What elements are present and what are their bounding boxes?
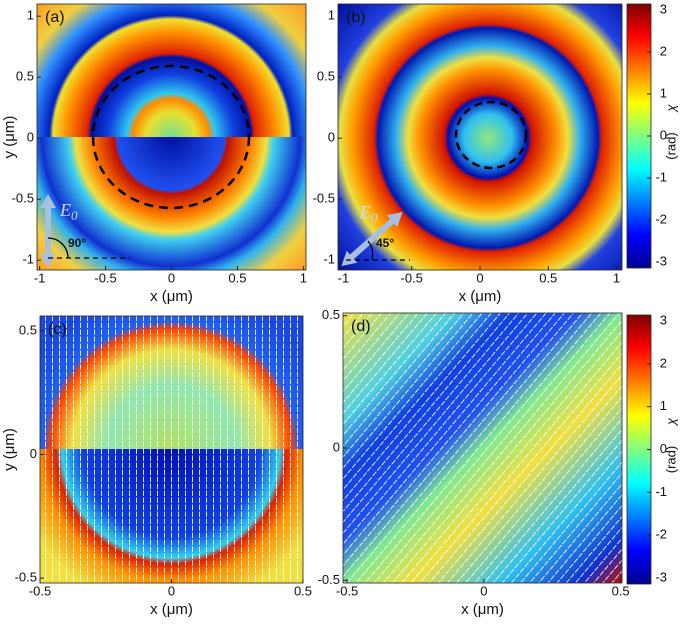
panel-label: (b) [346,9,366,26]
colorbar-tick-label: 2 [660,355,667,370]
x-tick-label: 0.5 [228,270,246,285]
angle-arc [47,237,69,259]
y-tick-label: -0.5 [15,569,37,584]
x-tick-label: 0 [476,270,483,285]
y-tick-label: 0.5 [317,69,335,84]
x-tick-label: 1 [300,270,307,285]
x-tick-label: -1 [338,270,350,285]
x-tick-label: 0 [168,270,175,285]
y-tick-label: 0 [328,130,335,145]
colorbar-tick-label: 3 [660,312,667,327]
y-tick-label: 0 [27,130,34,145]
colorbar-unit: (rad) [663,446,678,473]
x-axis-label: x (μm) [150,288,193,305]
field-arrow [344,213,400,265]
y-tick-label: 0 [30,446,37,461]
y-tick-label: -0.5 [318,572,340,587]
phase-map [37,4,306,270]
vector-field [343,313,622,583]
y-axis-label: y (μm) [1,428,18,471]
x-tick-label: -1 [34,270,46,285]
y-tick-label: 0.5 [16,69,34,84]
phase-map [343,313,622,583]
x-tick-label: 0.5 [539,270,557,285]
x-axis-label: x (μm) [150,601,193,618]
arrow-head [386,212,403,228]
phase-bottom [37,137,306,270]
field-subscript: 0 [71,208,78,223]
colorbar-label: χ [663,417,678,426]
colorbar-tick-label: 0 [660,441,667,456]
x-tick-label: -0.5 [336,583,358,598]
x-tick-label: 0.5 [294,583,312,598]
colorbar-tick-label: 3 [660,1,667,16]
phase-top [37,4,306,137]
colorbar-tick-label: -2 [655,212,667,227]
y-tick-label: -0.5 [313,191,335,206]
field-symbol: E [59,200,71,220]
y-tick-label: 0.5 [322,307,340,322]
angle-arc [367,240,374,261]
field-symbol: E [359,202,371,222]
y-tick-label: 1 [27,8,34,23]
y-tick-label: -1 [323,252,335,267]
x-tick-label: 0.5 [612,583,630,598]
y-axis-label: y (μm) [1,116,18,159]
panel-label: (a) [45,9,65,26]
vector-field [40,316,303,583]
x-axis-label: x (μm) [461,601,504,618]
x-tick-label: 1 [613,270,620,285]
colorbar-tick-label: 1 [660,398,667,413]
panel-label: (c) [48,321,67,338]
colorbar-tick-label: -1 [655,169,667,184]
colorbar-tick-label: 2 [660,43,667,58]
x-tick-label: 0 [480,583,487,598]
colorbar-tick-label: -1 [655,484,667,499]
x-tick-label: 0 [168,583,175,598]
colorbar-tick-label: -2 [655,527,667,542]
phase-map [40,316,303,583]
x-tick-label: -0.5 [29,583,51,598]
dashed-circle [91,64,251,210]
field-label: E0 [59,200,78,223]
colorbar-tick-label: 1 [660,85,667,100]
panel-label: (d) [351,318,371,335]
field-subscript: 0 [371,210,378,225]
angle-label: 90° [68,236,86,250]
colorbar-tick-label: -3 [655,569,667,584]
angle-label: 45° [376,236,394,250]
y-tick-label: 0 [333,439,340,454]
colorbar-label: χ [663,104,678,113]
y-tick-label: -0.5 [12,191,34,206]
x-tick-label: -0.5 [401,270,423,285]
x-axis-label: x (μm) [459,288,502,305]
colorbar-tick-label: 0 [660,127,667,142]
arrow-head [341,250,358,266]
y-tick-label: 1 [328,8,335,23]
arrow-head [40,194,56,208]
colorbar-unit: (rad) [663,132,678,159]
dashed-circle [454,100,528,170]
y-tick-label: 0.5 [19,322,37,337]
field-label: E0 [359,202,378,225]
x-tick-label: -0.5 [94,270,116,285]
y-tick-label: -1 [22,252,34,267]
colorbar-tick-label: -3 [655,254,667,269]
